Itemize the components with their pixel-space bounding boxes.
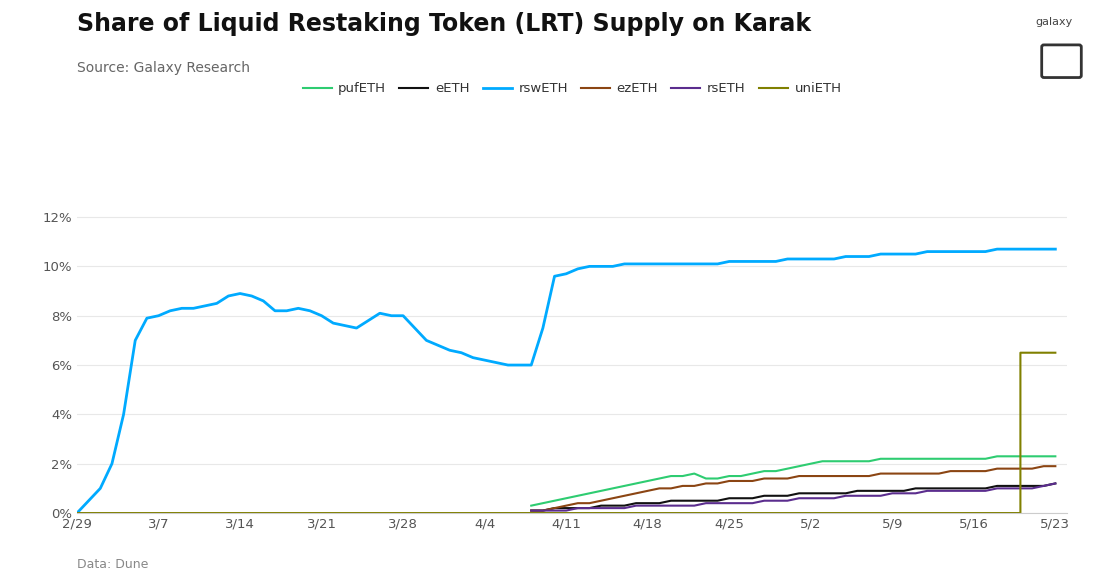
Legend: pufETH, eETH, rswETH, ezETH, rsETH, uniETH: pufETH, eETH, rswETH, ezETH, rsETH, uniE…: [297, 77, 847, 101]
Text: Data: Dune: Data: Dune: [77, 559, 148, 571]
Text: Share of Liquid Restaking Token (LRT) Supply on Karak: Share of Liquid Restaking Token (LRT) Su…: [77, 12, 811, 36]
Text: Source: Galaxy Research: Source: Galaxy Research: [77, 61, 250, 75]
Text: galaxy: galaxy: [1035, 17, 1072, 27]
FancyBboxPatch shape: [1042, 45, 1081, 78]
